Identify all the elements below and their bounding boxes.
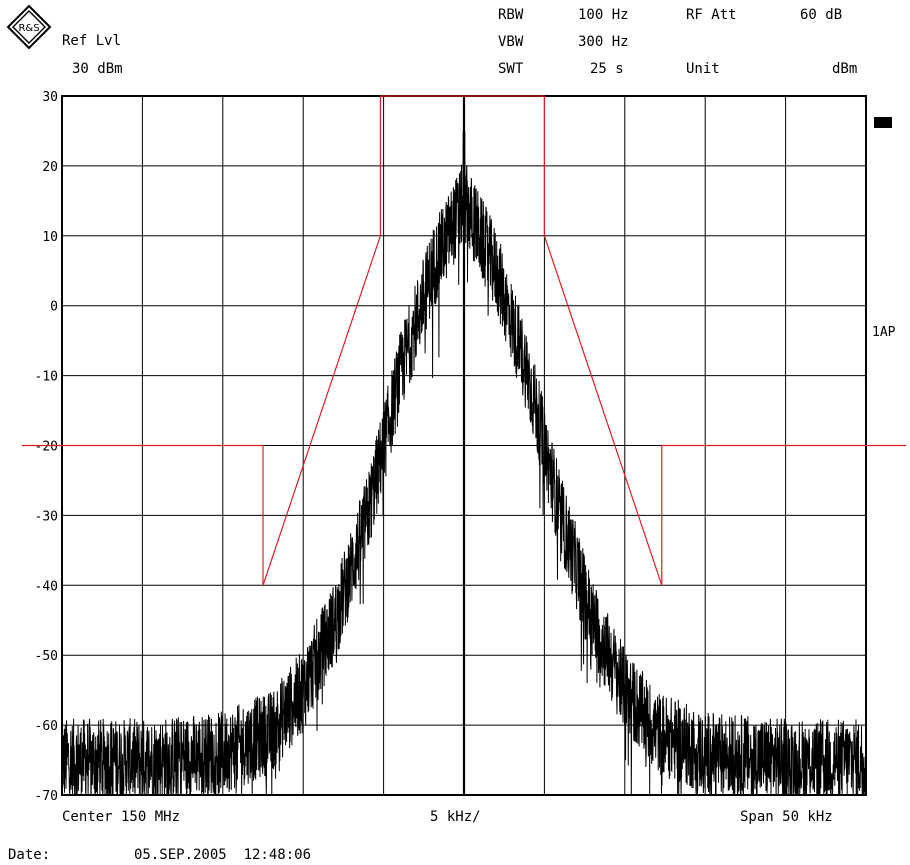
y-tick-label: 20 [42,160,58,175]
span-per-division-label: 5 kHz/ [430,809,481,825]
spectrum-trace [61,130,867,797]
rbw-label: RBW [498,7,524,23]
y-tick-label: -40 [35,579,58,594]
date-label: Date: [8,847,51,863]
y-tick-label: 0 [50,300,58,315]
y-tick-label: -20 [35,440,58,455]
y-tick-label: -70 [35,789,58,804]
trace-mode-label: 1AP [872,325,896,340]
limit-line [21,95,907,586]
y-tick-label: -50 [35,649,58,664]
rohde-schwarz-logo-icon: R&S [6,4,52,50]
trace-marker-icon [874,117,892,128]
y-tick-label: 30 [42,90,58,105]
rf-att-label: RF Att [686,7,737,23]
y-tick-label: -30 [35,509,58,524]
date-value: 05.SEP.2005 12:48:06 [134,847,312,863]
unit-label: Unit [686,61,720,77]
rf-att-value: 60 dB [800,7,843,23]
center-frequency-label: Center 150 MHz [62,809,181,825]
unit-value: dBm [832,61,858,77]
swt-value: 25 s [590,61,624,77]
y-tick-label: 10 [42,230,58,245]
vbw-label: VBW [498,34,524,50]
y-tick-label: -60 [35,719,58,734]
y-tick-label: -10 [35,370,58,385]
ref-level-value: 30 dBm [72,61,123,77]
ref-level-label: Ref Lvl [62,33,122,49]
vbw-value: 300 Hz [578,34,629,50]
logo-text: R&S [18,23,39,34]
span-label: Span 50 kHz [740,809,833,825]
swt-label: SWT [498,61,524,77]
rbw-value: 100 Hz [578,7,629,23]
